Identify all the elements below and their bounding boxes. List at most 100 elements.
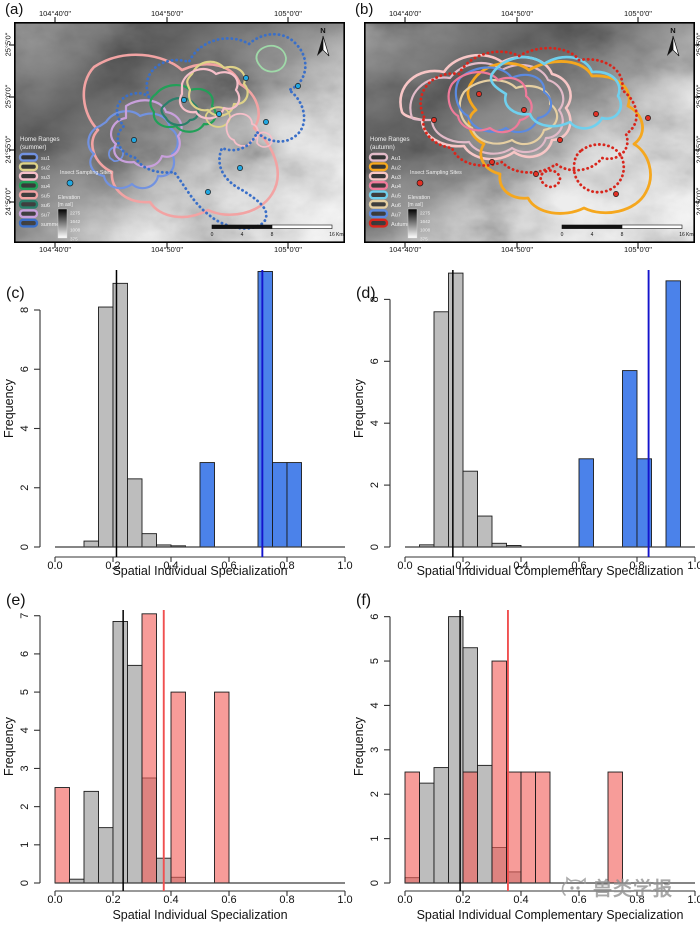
- panel-label-b: (b): [355, 1, 374, 18]
- svg-text: Elevation: [408, 195, 430, 201]
- svg-text: 0: [211, 232, 214, 238]
- sampling-site-dot: [205, 189, 211, 195]
- legend-swatch: [368, 190, 389, 200]
- sampling-legend-dot: [416, 179, 424, 187]
- svg-text: Km: [686, 232, 694, 238]
- hist-bar: [127, 664, 143, 884]
- sampling-site-dot: [557, 137, 563, 143]
- svg-text: Frequency: [352, 378, 366, 438]
- svg-text: 375: [70, 236, 78, 241]
- sampling-site-dot: [181, 97, 187, 103]
- svg-text: (d): [356, 285, 376, 302]
- hist-bar: [127, 478, 143, 548]
- sampling-legend-dot: [66, 179, 74, 187]
- svg-text: Home Ranges: [370, 136, 410, 143]
- svg-text: Km: [336, 232, 344, 238]
- svg-text: 0.2: [455, 894, 470, 906]
- legend-swatch: [368, 180, 389, 190]
- svg-text: Au2: [391, 165, 401, 171]
- svg-text: Spatial Individual Specialization: [112, 908, 287, 922]
- svg-text: 2: [369, 791, 381, 797]
- histogram-panel-d: (d) 0 2 4 6 8 Frequency 0.0 0.2 0.4 0.6 0.8 1.0 Spati…: [350, 258, 700, 578]
- svg-text: Au5: [391, 194, 401, 200]
- lon-tick-label: 105°0'0": [624, 9, 652, 18]
- svg-text: 2: [369, 482, 381, 488]
- legend-swatch: [368, 209, 389, 219]
- svg-text: Au6: [391, 203, 401, 209]
- svg-text: Spatial Individual Complementary Special…: [417, 564, 684, 578]
- svg-text: 3: [369, 747, 381, 753]
- svg-text: 5: [19, 689, 31, 695]
- histogram-panel-e: (e) 0 1 2 3 4 5 6 7 Frequency 0.0 0.2 0.4 0.6 0.8 1.0 Sp…: [0, 575, 353, 926]
- home-range-contour: [160, 96, 200, 127]
- svg-text: 0.4: [513, 560, 528, 572]
- lon-tick-label: 105°0'0": [274, 245, 302, 254]
- lon-tick-label: 104°50'0": [150, 9, 184, 18]
- svg-text: Frequency: [2, 378, 16, 438]
- lon-tick-label: 104°50'0": [500, 9, 534, 18]
- svg-text: Au7: [391, 212, 401, 218]
- svg-text: 1.0: [337, 560, 352, 572]
- svg-text: 6: [19, 651, 31, 657]
- svg-text: Home Ranges: [20, 136, 60, 143]
- hist-bar: [665, 280, 681, 548]
- svg-text: (c): [6, 285, 25, 302]
- svg-text: 1: [369, 836, 381, 842]
- north-arrow-icon: [672, 35, 680, 57]
- hist-bar: [404, 771, 420, 884]
- svg-text: 2275: [70, 211, 81, 216]
- home-range-contour: [82, 53, 279, 219]
- hist-bar: [83, 540, 99, 548]
- sampling-site-dot: [593, 111, 599, 117]
- svg-text: 7: [19, 613, 31, 619]
- svg-text: N: [670, 26, 675, 35]
- sampling-site-dot: [131, 137, 137, 143]
- svg-text: 16: [679, 232, 685, 238]
- legend-swatch: [18, 152, 39, 162]
- map-canvas-autumn: Home Ranges (autumn) Au1 Au2 Au3 Au4 Au5 Au6 Au7…: [364, 17, 700, 248]
- svg-text: 1.0: [687, 560, 700, 572]
- svg-text: su5: [41, 194, 50, 200]
- map-canvas-summer: Home Ranges (summer) su1 su2 su3 su4 su5 su6 su7…: [9, 17, 345, 248]
- hist-bar: [112, 282, 128, 548]
- hist-bar: [98, 827, 114, 884]
- map-panel-b: (b) 104°40'0" 104°50'0" 105°0'0" 104°40'…: [350, 0, 700, 258]
- svg-text: 2: [19, 804, 31, 810]
- hist-bar: [462, 771, 478, 884]
- svg-text: [m asl]: [58, 202, 73, 208]
- legend-swatch: [368, 218, 389, 228]
- elevation-gradient: [57, 208, 68, 239]
- svg-text: N: [320, 26, 325, 35]
- svg-text: 0.6: [221, 894, 236, 906]
- sampling-site-dot: [613, 191, 619, 197]
- svg-text: su6: [41, 203, 50, 209]
- svg-text: 0.0: [397, 894, 412, 906]
- svg-text: 8: [19, 307, 31, 313]
- hist-bar: [98, 306, 114, 548]
- legend-swatch: [18, 180, 39, 190]
- svg-text: 4: [591, 232, 594, 238]
- scalebar-black: [561, 224, 623, 229]
- hist-bar: [477, 764, 493, 884]
- svg-text: 375: [420, 236, 428, 241]
- north-arrow-icon: [317, 36, 323, 56]
- panel-label-a: (a): [5, 1, 24, 18]
- svg-text: Au4: [391, 184, 401, 190]
- home-range-contour: [178, 67, 241, 120]
- svg-text: 8: [271, 232, 274, 238]
- svg-text: 0.6: [221, 560, 236, 572]
- hist-bar: [54, 787, 70, 884]
- svg-text: 0.0: [47, 560, 62, 572]
- svg-text: 3: [19, 765, 31, 771]
- map-frame: [14, 22, 345, 243]
- home-range-contour: [109, 99, 183, 168]
- svg-text: 0: [561, 232, 564, 238]
- legend-swatch: [18, 199, 39, 209]
- hist-bar: [286, 462, 302, 548]
- svg-text: Autumn: [391, 222, 410, 228]
- hist-bar: [112, 621, 128, 884]
- svg-text: 6: [369, 358, 381, 364]
- legend-swatch: [18, 171, 39, 181]
- lon-tick-label: 104°40'0": [388, 245, 422, 254]
- svg-text: su3: [41, 175, 50, 181]
